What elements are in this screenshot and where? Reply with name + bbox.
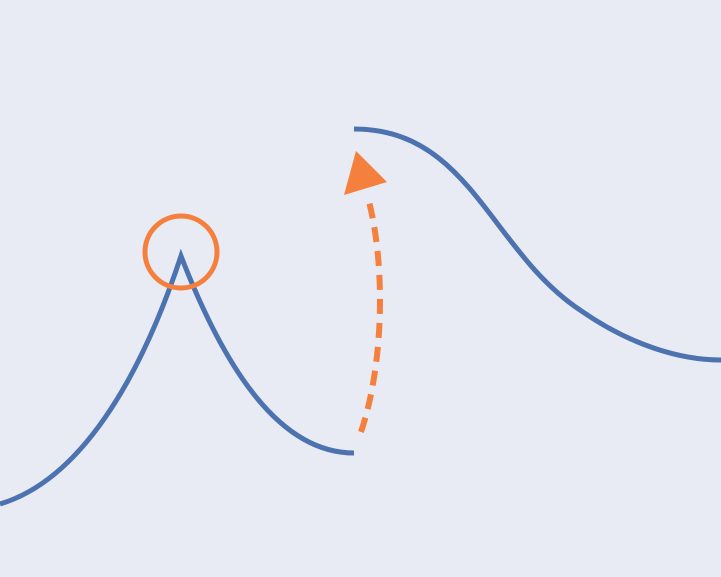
right-smooth-curve [353, 126, 721, 363]
left-peak-curve [0, 248, 355, 507]
peak-highlight-circle [142, 213, 220, 291]
jump-arrow-shaft [358, 197, 383, 433]
jump-arrow-head [344, 151, 387, 195]
